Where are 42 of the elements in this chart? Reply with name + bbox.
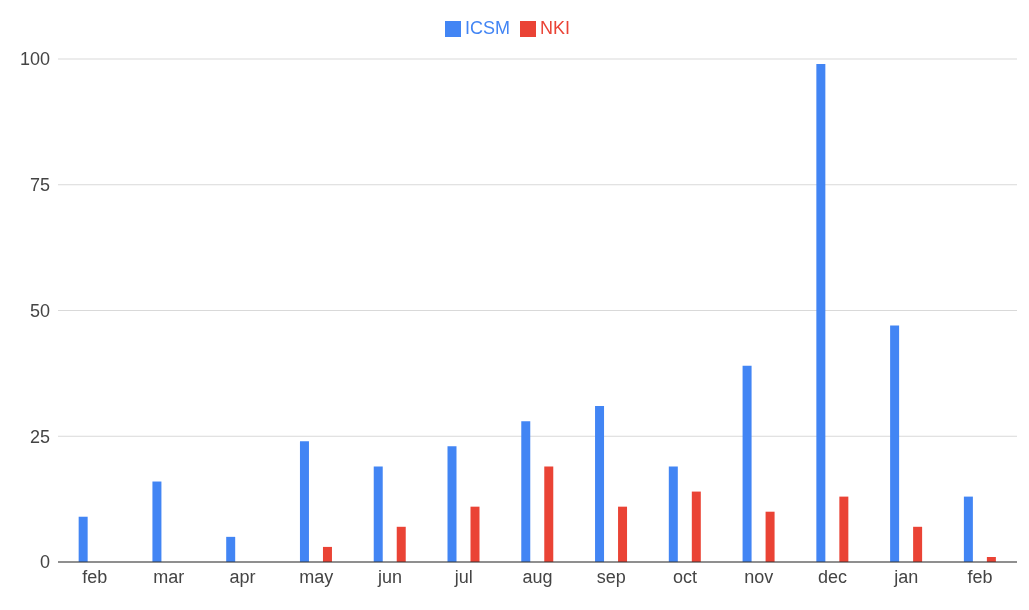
bar (691, 491, 701, 562)
y-tick-label: 75 (29, 175, 50, 196)
x-tick-label: feb (967, 566, 993, 587)
bar (668, 466, 678, 562)
bar (544, 466, 554, 562)
bar (78, 516, 88, 562)
y-tick-label: 0 (39, 552, 50, 573)
bar (913, 526, 923, 562)
bar (816, 64, 826, 562)
bar (152, 481, 162, 562)
legend-label: ICSM (464, 18, 510, 38)
bar (595, 406, 605, 562)
x-tick-label: apr (229, 566, 256, 587)
x-tick-label: dec (818, 566, 848, 587)
bar (470, 506, 480, 562)
bar (373, 466, 383, 562)
bar (765, 511, 775, 562)
legend-label: NKI (539, 18, 570, 38)
x-tick-label: jul (453, 566, 473, 587)
y-tick-label: 50 (29, 300, 50, 321)
bar (322, 546, 332, 562)
bar (521, 421, 531, 562)
x-tick-label: sep (596, 566, 626, 587)
bar (618, 506, 628, 562)
x-tick-label: feb (82, 566, 108, 587)
x-tick-label: nov (744, 566, 774, 587)
x-tick-label: jun (376, 566, 402, 587)
bar (299, 441, 309, 562)
x-tick-label: aug (522, 566, 553, 587)
bar (447, 446, 457, 562)
bar (226, 536, 236, 562)
y-tick-label: 100 (19, 49, 50, 70)
bar (742, 365, 752, 562)
y-tick-label: 25 (29, 426, 50, 447)
bar (963, 496, 973, 562)
bar (890, 325, 900, 562)
bar (396, 526, 406, 562)
x-tick-label: oct (673, 566, 698, 587)
x-tick-label: may (299, 566, 334, 587)
x-tick-label: jan (893, 566, 919, 587)
bar (839, 496, 849, 562)
x-tick-label: mar (153, 566, 185, 587)
